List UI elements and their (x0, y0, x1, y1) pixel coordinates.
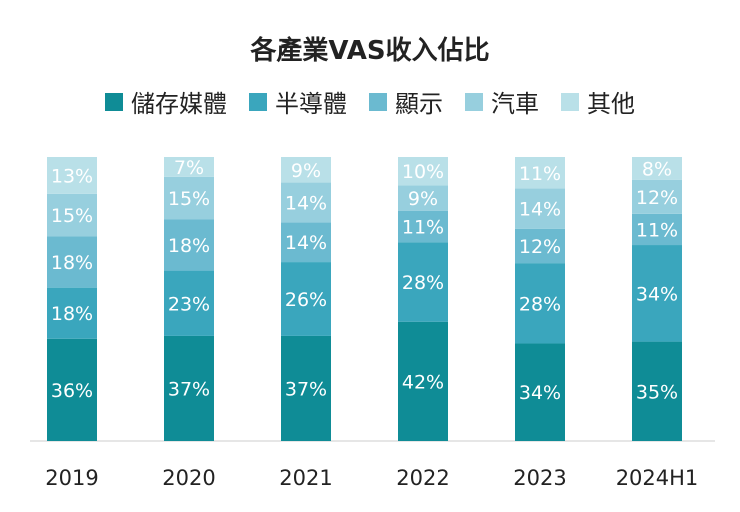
data-label: 42% (402, 371, 444, 393)
legend-item: 顯示 (369, 84, 443, 119)
data-label: 7% (174, 157, 204, 179)
bar-segment (632, 213, 682, 246)
bar-segment (515, 188, 565, 229)
legend-item: 汽車 (465, 84, 539, 119)
bar-segment (281, 182, 331, 223)
data-label: 8% (642, 158, 672, 180)
data-label: 18% (51, 303, 93, 325)
chart-title: 各產業VAS收入佔比 (250, 36, 490, 66)
bar-segment (515, 157, 565, 189)
data-label: 34% (519, 382, 561, 404)
x-tick-label: 2023 (513, 466, 566, 490)
data-label: 11% (519, 163, 561, 185)
data-label: 18% (168, 235, 210, 257)
bar-segment (398, 210, 448, 243)
bar-segment (164, 335, 214, 441)
legend-label: 顯示 (395, 90, 443, 118)
legend: 儲存媒體 半導體 顯示 汽車 其他 (0, 84, 740, 119)
bar-segment (398, 242, 448, 322)
data-label: 37% (168, 378, 210, 400)
data-label: 36% (51, 380, 93, 402)
x-tick-label: 2024H1 (616, 466, 699, 490)
bar-segment (281, 262, 331, 336)
bar-segment (515, 228, 565, 264)
legend-item: 儲存媒體 (105, 84, 227, 119)
legend-swatch (465, 92, 483, 111)
data-label: 35% (636, 381, 678, 403)
data-label: 34% (636, 283, 678, 305)
bar-segment (515, 343, 565, 441)
bar-segment (398, 157, 448, 186)
bar-segment (632, 157, 682, 180)
bar-segment (164, 219, 214, 271)
bar-segment (281, 157, 331, 183)
bar-segment (281, 222, 331, 263)
legend-label: 半導體 (275, 90, 347, 118)
data-label: 28% (402, 272, 444, 294)
bar-segment (632, 179, 682, 214)
legend-label: 其他 (587, 90, 635, 118)
legend-swatch (561, 92, 579, 111)
data-label: 15% (51, 205, 93, 227)
x-tick-label: 2019 (45, 466, 98, 490)
bar-segment (47, 236, 97, 288)
bar-segment (47, 193, 97, 237)
data-label: 11% (402, 217, 444, 239)
legend-label: 儲存媒體 (131, 90, 227, 118)
data-label: 28% (519, 293, 561, 315)
bar-segment (281, 335, 331, 441)
data-label: 10% (402, 161, 444, 183)
legend-item: 其他 (561, 84, 635, 119)
x-tick-label: 2021 (279, 466, 332, 490)
bar-segment (47, 338, 97, 441)
data-label: 14% (519, 199, 561, 221)
bar-segment (398, 185, 448, 211)
data-label: 23% (168, 293, 210, 315)
data-label: 18% (51, 252, 93, 274)
bar-segment (515, 263, 565, 344)
bar-segment (164, 270, 214, 336)
data-label: 11% (636, 219, 678, 241)
x-tick-label: 2022 (396, 466, 449, 490)
data-label: 12% (636, 187, 678, 209)
legend-label: 汽車 (491, 90, 539, 118)
data-label: 9% (408, 188, 438, 210)
bar-segment (398, 321, 448, 441)
x-tick-label: 2020 (162, 466, 215, 490)
legend-swatch (249, 92, 267, 111)
bar-segment (164, 157, 214, 177)
data-label: 9% (291, 160, 321, 182)
bar-segment (164, 176, 214, 220)
bar-segment (47, 157, 97, 194)
bar-segment (47, 287, 97, 339)
data-label: 37% (285, 378, 327, 400)
data-label: 13% (51, 165, 93, 187)
legend-swatch (105, 92, 123, 111)
bar-segment (632, 245, 682, 342)
legend-swatch (369, 92, 387, 111)
data-label: 12% (519, 236, 561, 258)
data-label: 26% (285, 289, 327, 311)
data-label: 15% (168, 188, 210, 210)
data-label: 14% (285, 192, 327, 214)
data-label: 14% (285, 232, 327, 254)
legend-item: 半導體 (249, 84, 347, 119)
bar-segment (632, 341, 682, 441)
